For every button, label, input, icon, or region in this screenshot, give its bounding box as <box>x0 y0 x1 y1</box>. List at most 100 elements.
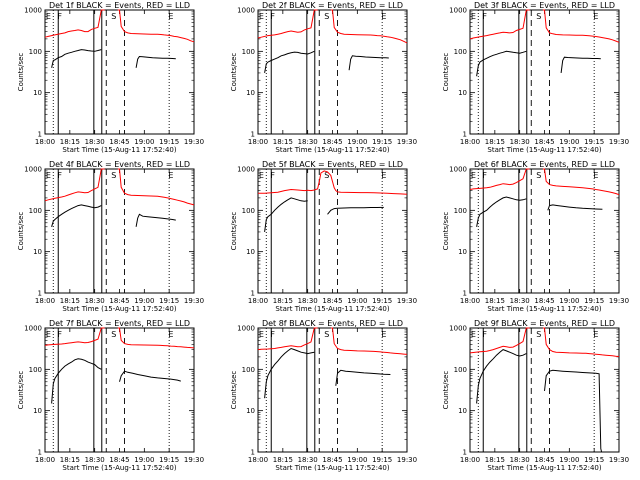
events-series-line <box>51 358 102 404</box>
y-axis-label: Counts/sec <box>442 212 450 251</box>
y-tick-label: 100 <box>242 207 255 215</box>
lld-series-line <box>44 327 105 346</box>
phase-marker-label: E <box>259 12 264 21</box>
y-tick-label: 1000 <box>24 325 42 333</box>
y-tick-label: 100 <box>454 48 467 56</box>
x-tick-label: 19:30 <box>609 456 629 464</box>
x-tick-label: 18:00 <box>35 297 55 305</box>
y-tick-label: 1 <box>38 290 42 298</box>
detector-panel: Det 9f BLACK = Events, RED = LLD 1 10 100 10… <box>442 319 629 472</box>
y-tick-label: 100 <box>454 207 467 215</box>
lld-series-line <box>542 168 620 196</box>
y-tick-label: 10 <box>246 407 255 415</box>
x-tick-label: 19:00 <box>559 297 579 305</box>
lld-series-line <box>44 9 105 38</box>
lld-series-line <box>330 327 408 355</box>
y-tick-label: 1000 <box>24 166 42 174</box>
events-series-line <box>135 213 176 227</box>
events-series-line <box>51 204 102 227</box>
phase-marker-label: F <box>482 330 487 339</box>
y-axis-label: Counts/sec <box>230 371 238 410</box>
x-tick-label: 19:15 <box>159 297 179 305</box>
lld-series-line <box>469 327 530 354</box>
events-series-line <box>476 196 527 227</box>
plot-frame <box>257 327 408 453</box>
y-tick-label: 1 <box>463 449 467 457</box>
phase-marker-label: F <box>270 330 275 339</box>
x-tick-label: 18:45 <box>322 297 342 305</box>
phase-marker-label: S <box>324 330 329 339</box>
y-axis-label: Counts/sec <box>230 53 238 92</box>
y-tick-label: 1 <box>251 449 255 457</box>
x-axis-label: Start Time (15-Aug-11 17:52:40) <box>62 464 176 472</box>
x-tick-label: 18:45 <box>322 138 342 146</box>
x-tick-label: 18:15 <box>485 456 505 464</box>
events-series-line <box>335 369 391 386</box>
phase-marker-label: S <box>111 171 116 180</box>
lld-series-line <box>44 168 105 202</box>
y-tick-label: 10 <box>33 89 42 97</box>
y-tick-label: 1000 <box>237 166 255 174</box>
x-tick-label: 18:30 <box>510 297 530 305</box>
phase-marker-label: S <box>536 12 541 21</box>
events-series-line <box>476 50 527 77</box>
x-tick-label: 19:30 <box>184 138 204 146</box>
detector-panel: Det 6f BLACK = Events, RED = LLD 1 10 100 10… <box>442 160 629 313</box>
phase-marker-label: E <box>593 330 598 339</box>
x-axis-label: Start Time (15-Aug-11 17:52:40) <box>487 464 601 472</box>
events-series-line <box>327 206 384 215</box>
x-tick-label: 18:00 <box>248 138 268 146</box>
phase-marker-label: F <box>270 171 275 180</box>
events-series-line <box>476 349 527 404</box>
x-tick-label: 18:30 <box>298 297 318 305</box>
plot-frame <box>257 9 408 135</box>
x-tick-label: 19:30 <box>397 138 417 146</box>
y-tick-label: 1 <box>251 290 255 298</box>
plot-frame <box>469 9 620 135</box>
x-tick-label: 19:00 <box>347 138 367 146</box>
lld-series-line <box>542 9 620 43</box>
x-tick-label: 19:00 <box>347 456 367 464</box>
x-tick-label: 19:30 <box>184 297 204 305</box>
x-tick-label: 18:45 <box>534 297 554 305</box>
x-tick-label: 19:15 <box>159 138 179 146</box>
phase-marker-label: F <box>482 171 487 180</box>
plot-frame <box>44 9 195 135</box>
lld-series-line <box>542 327 620 357</box>
detector-panel: Det 5f BLACK = Events, RED = LLD 1 10 100 10… <box>230 160 417 313</box>
detector-panel: Det 2f BLACK = Events, RED = LLD 1 10 100 10… <box>230 1 417 154</box>
plot-frame <box>257 168 408 294</box>
y-axis-label: Counts/sec <box>230 212 238 251</box>
plot-frame <box>44 168 195 294</box>
x-axis-label: Start Time (15-Aug-11 17:52:40) <box>275 146 389 154</box>
chart-title: Det 3f BLACK = Events, RED = LLD <box>474 1 615 10</box>
detector-panel: Det 4f BLACK = Events, RED = LLD 1 10 100 10… <box>17 160 204 313</box>
y-tick-label: 1000 <box>237 325 255 333</box>
x-tick-label: 18:30 <box>510 456 530 464</box>
events-series-line <box>135 55 176 68</box>
phase-marker-label: F <box>270 12 275 21</box>
lld-series-line <box>117 168 195 206</box>
x-tick-label: 18:30 <box>510 138 530 146</box>
phase-marker-label: E <box>593 171 598 180</box>
x-tick-label: 18:30 <box>85 297 105 305</box>
y-tick-label: 1000 <box>24 7 42 15</box>
events-series-line <box>51 49 102 68</box>
phase-marker-label: E <box>46 171 51 180</box>
x-tick-label: 18:15 <box>273 138 293 146</box>
plot-frame <box>469 168 620 294</box>
chart-title: Det 6f BLACK = Events, RED = LLD <box>474 160 615 169</box>
y-tick-label: 10 <box>33 407 42 415</box>
phase-marker-label: E <box>259 171 264 180</box>
x-axis-label: Start Time (15-Aug-11 17:52:40) <box>62 146 176 154</box>
x-axis-label: Start Time (15-Aug-11 17:52:40) <box>275 464 389 472</box>
x-tick-label: 19:30 <box>609 138 629 146</box>
phase-marker-label: E <box>593 12 598 21</box>
phase-marker-label: S <box>324 171 329 180</box>
y-tick-label: 1 <box>251 131 255 139</box>
y-tick-label: 10 <box>458 89 467 97</box>
x-tick-label: 18:00 <box>460 297 480 305</box>
detector-panel: Det 1f BLACK = Events, RED = LLD 1 10 100 10… <box>17 1 204 154</box>
y-tick-label: 100 <box>29 207 42 215</box>
